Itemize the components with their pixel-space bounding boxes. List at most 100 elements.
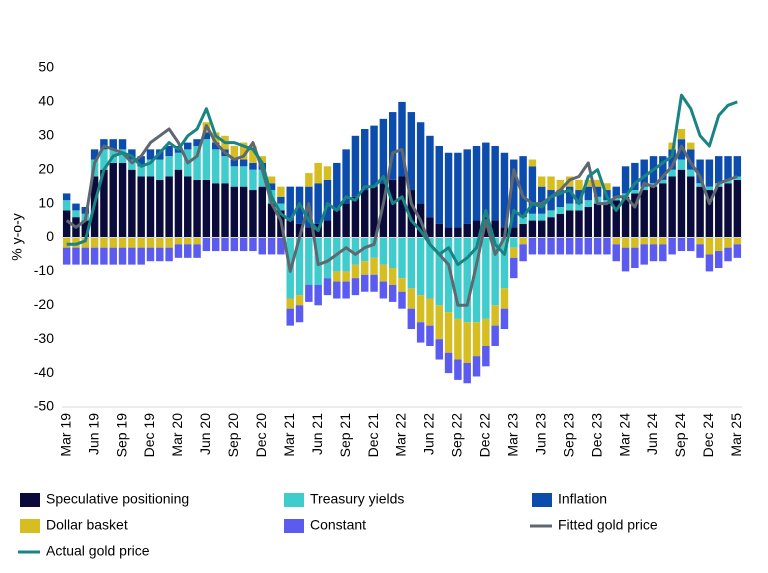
bar-segment (631, 190, 639, 194)
bar-segment (165, 145, 173, 157)
bar-segment (388, 237, 397, 269)
bar-segment (146, 149, 155, 160)
bar-segment (239, 166, 248, 187)
bar-segment (528, 220, 537, 238)
bar-segment (612, 244, 620, 262)
bar-segment (230, 166, 239, 187)
x-tick-label: Dec 21 (365, 413, 381, 458)
bar-segment (277, 196, 285, 204)
bar-segment (267, 237, 276, 255)
bar-segment (538, 176, 546, 187)
bar-segment (342, 281, 350, 299)
x-tick-label: Mar 21 (281, 413, 297, 457)
bar-segment (81, 220, 90, 238)
bar-segment (668, 237, 676, 255)
bar-segment (407, 288, 416, 309)
bar-segment (519, 217, 527, 224)
bar-segment (342, 149, 350, 204)
legend-label: Inflation (558, 491, 607, 507)
bar-segment (631, 237, 639, 248)
bar-segment (612, 186, 620, 197)
bar-segment (62, 193, 71, 201)
bar-segment (286, 220, 294, 238)
x-tick-label: Jun 21 (309, 413, 325, 455)
bar-segment (491, 325, 499, 346)
bar-segment (100, 169, 108, 238)
bar-segment (640, 244, 648, 265)
x-tick-label: Sep 20 (225, 413, 241, 458)
legend-swatch (532, 493, 552, 507)
bar-segment (435, 145, 443, 224)
bar-segment (444, 237, 453, 313)
bar-segment (62, 247, 71, 265)
bar-segment (109, 247, 117, 265)
bar-segment (230, 186, 239, 238)
bar-segment (733, 237, 742, 245)
y-tick-label: 0 (46, 228, 54, 244)
bar-segment (705, 254, 714, 272)
bar-segment (724, 179, 732, 184)
bar-segment (435, 237, 443, 306)
bar-segment (165, 247, 173, 262)
bar-segment (286, 308, 294, 326)
bar-segment (305, 173, 313, 187)
bar-segment (81, 247, 90, 265)
bar-segment (398, 291, 406, 309)
bar-segment (174, 244, 183, 258)
bar-segment (631, 247, 639, 269)
legend-label: Treasury yields (310, 491, 404, 507)
bar-segment (500, 308, 509, 330)
bar-segment (230, 237, 239, 252)
bar-segment (109, 237, 117, 248)
x-tick-label: Dec 24 (700, 413, 716, 458)
bar-segment (556, 213, 565, 238)
bar-segment (137, 166, 145, 177)
bar-segment (565, 186, 574, 204)
bar-segment (314, 284, 322, 306)
bar-segment (128, 247, 136, 265)
bar-segment (165, 237, 173, 248)
bar-segment (444, 352, 453, 374)
bar-segment (621, 237, 630, 248)
bar-segment (687, 149, 695, 170)
bar-segment (342, 203, 350, 238)
bar-segment (398, 278, 406, 292)
bar-segment (593, 237, 602, 255)
bar-segment (584, 179, 593, 187)
y-tick-label: -10 (34, 262, 54, 278)
bar-segment (621, 166, 630, 194)
bar-segment (211, 183, 220, 238)
x-tick-label: Dec 22 (477, 413, 493, 458)
bar-segment (351, 196, 360, 238)
bar-segment (286, 298, 294, 309)
bar-segment (491, 305, 499, 326)
bar-segment (649, 244, 658, 262)
y-tick-label: 50 (38, 59, 54, 75)
bar-segment (249, 162, 257, 170)
bar-segment (454, 359, 462, 380)
bar-segment (90, 247, 99, 265)
bar-segment (118, 139, 127, 150)
bar-segment (435, 339, 443, 360)
bar-segment (687, 237, 695, 252)
bar-segment (696, 237, 704, 245)
bar-segment (491, 145, 499, 221)
bar-segment (696, 244, 704, 258)
y-tick-label: 40 (38, 93, 54, 109)
bar-segment (575, 237, 583, 255)
bar-segment (81, 237, 90, 248)
bar-segment (305, 284, 313, 302)
bar-segment (323, 220, 332, 238)
bar-segment (472, 322, 481, 357)
bar-segment (184, 142, 192, 150)
bar-segment (463, 223, 471, 238)
bar-segment (528, 159, 537, 167)
bar-segment (258, 186, 266, 238)
bar-segment (407, 190, 416, 238)
bar-segment (519, 223, 527, 238)
bar-segment (593, 179, 602, 187)
bar-segment (454, 318, 462, 360)
bar-segment (668, 149, 676, 170)
bar-segment (193, 237, 201, 245)
bar-segment (426, 135, 434, 218)
